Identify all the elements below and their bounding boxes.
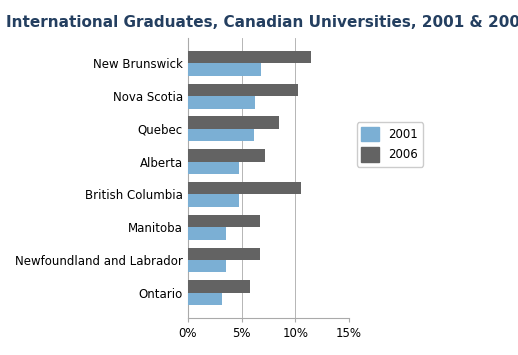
Bar — [188, 129, 254, 141]
Bar — [188, 162, 239, 174]
Bar — [188, 63, 261, 76]
Bar — [188, 215, 260, 227]
Title: International Graduates, Canadian Universities, 2001 & 2006: International Graduates, Canadian Univer… — [6, 15, 518, 30]
Bar — [188, 227, 226, 240]
Bar — [188, 149, 265, 162]
Bar — [188, 84, 298, 96]
Bar — [188, 247, 260, 260]
Bar — [188, 280, 250, 293]
Bar — [188, 195, 239, 207]
Bar — [188, 116, 279, 129]
Bar — [188, 260, 226, 273]
Bar — [188, 182, 300, 195]
Bar — [188, 51, 311, 63]
Bar — [188, 293, 222, 305]
Bar — [188, 96, 255, 109]
Legend: 2001, 2006: 2001, 2006 — [356, 122, 423, 166]
